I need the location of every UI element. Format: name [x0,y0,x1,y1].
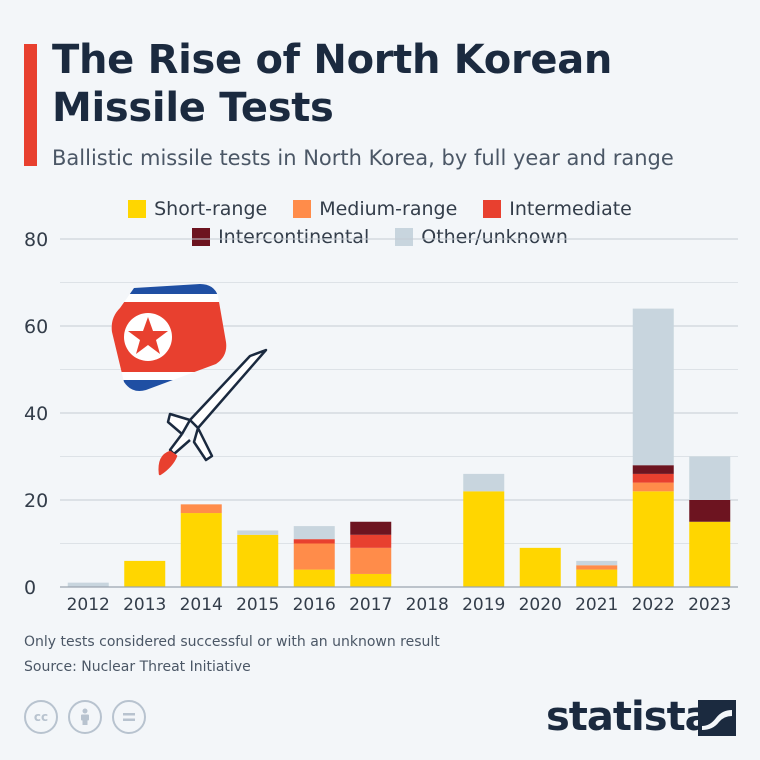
legend-item-other-unknown: Other/unknown [395,226,568,248]
bar-segment-intermediate [350,534,392,548]
x-tick-label: 2019 [462,595,505,615]
north-korea-flag-icon [111,284,227,391]
attribution-icon[interactable] [68,700,102,734]
bar-segment-other-unknown [237,530,279,535]
legend-label-intercontinental: Intercontinental [218,226,370,248]
bar-segment-short-range [689,521,731,587]
statista-brand[interactable]: statista [546,694,712,740]
bar-segment-intercontinental [689,500,731,522]
legend-swatch-other-unknown [395,228,414,246]
x-tick-label: 2013 [123,595,166,615]
bar-segment-medium-range [350,547,392,574]
bar-segment-intermediate [293,539,335,544]
x-tick-label: 2021 [575,595,618,615]
y-tick-label: 80 [24,229,48,251]
legend-item-short-range: Short-range [128,198,267,220]
y-tick-label: 0 [24,577,36,599]
creative-commons-icon[interactable]: cc [24,700,58,734]
legend-item-intercontinental: Intercontinental [192,226,369,248]
bar-segment-short-range [237,534,279,587]
bar-segment-other-unknown [689,456,731,500]
x-tick-label: 2012 [67,595,110,615]
bar-segment-other-unknown [632,308,674,466]
chart-title: The Rise of North Korean Missile Tests [52,37,613,131]
bar-segment-medium-range [576,565,618,570]
legend-row-2: Intercontinental Other/unknown [0,226,760,248]
bar-segment-other-unknown [463,473,505,492]
bar-segment-short-range [519,547,561,587]
bar-segment-short-range [293,569,335,587]
bar-segment-short-range [576,569,618,587]
bar-segment-intermediate [632,473,674,483]
legend-item-medium-range: Medium-range [293,198,457,220]
bar-segment-intercontinental [632,465,674,474]
bar-segment-medium-range [180,504,222,514]
chart-subtitle: Ballistic missile tests in North Korea, … [52,146,674,170]
bar-segment-short-range [463,491,505,587]
x-tick-label: 2023 [688,595,731,615]
legend-label-intermediate: Intermediate [509,198,632,220]
legend-item-intermediate: Intermediate [483,198,632,220]
legend-label-other-unknown: Other/unknown [421,226,568,248]
bar-segment-medium-range [293,543,335,570]
no-derivatives-icon[interactable] [112,700,146,734]
bar-segment-short-range [350,573,392,587]
missile-icon [158,348,268,476]
bar-segment-other-unknown [293,526,335,540]
stacked-bar-chart: 0 20 40 60 80 2012 2013 2014 2015 2016 2017 2018 201… [24,229,738,615]
legend-label-short-range: Short-range [154,198,268,220]
legend-swatch-intermediate [483,200,502,218]
legend-swatch-medium-range [293,200,312,218]
legend-swatch-short-range [128,200,147,218]
statista-logo-icon[interactable] [698,700,736,736]
legend-swatch-intercontinental [192,228,211,246]
y-tick-label: 60 [24,316,48,338]
title-accent-bar [24,44,37,166]
y-tick-label: 20 [24,490,48,512]
bar-segment-medium-range [632,482,674,492]
bar-segment-short-range [180,513,222,587]
y-tick-label: 40 [24,403,48,425]
x-tick-label: 2016 [293,595,336,615]
illustration [111,284,268,476]
bar-segment-intercontinental [350,521,392,535]
x-tick-label: 2020 [519,595,562,615]
footnote-source: Source: Nuclear Threat Initiative [24,659,251,675]
x-tick-label: 2017 [349,595,392,615]
x-tick-label: 2022 [632,595,675,615]
bar-segment-short-range [124,560,166,587]
bar-segment-short-range [632,491,674,587]
footnote-note: Only tests considered successful or with… [24,634,440,650]
license-icons: cc [24,700,146,734]
x-tick-label: 2014 [180,595,223,615]
x-tick-label: 2015 [236,595,279,615]
legend-row-1: Short-range Medium-range Intermediate [0,198,760,220]
x-tick-label: 2018 [406,595,449,615]
legend-label-medium-range: Medium-range [319,198,458,220]
bar-segment-other-unknown [576,560,618,566]
bar-segment-other-unknown [67,582,109,587]
